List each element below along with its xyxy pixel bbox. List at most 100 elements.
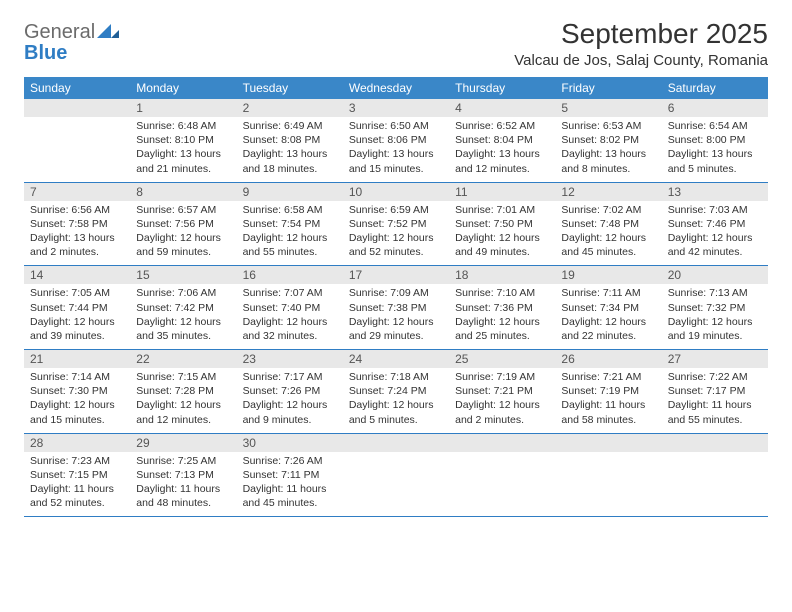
sunset-line: Sunset: 8:04 PM bbox=[455, 133, 549, 147]
daylight-line: Daylight: 12 hours and 19 minutes. bbox=[668, 315, 762, 343]
day-cell: Sunrise: 6:48 AMSunset: 8:10 PMDaylight:… bbox=[130, 117, 236, 182]
sunrise-line: Sunrise: 6:59 AM bbox=[349, 203, 443, 217]
daylight-line: Daylight: 12 hours and 32 minutes. bbox=[243, 315, 337, 343]
day-cell: Sunrise: 7:19 AMSunset: 7:21 PMDaylight:… bbox=[449, 368, 555, 433]
day-number: 17 bbox=[343, 266, 449, 285]
day-number: 20 bbox=[662, 266, 768, 285]
day-cell bbox=[662, 452, 768, 517]
sunset-line: Sunset: 7:17 PM bbox=[668, 384, 762, 398]
day-number: 5 bbox=[555, 99, 661, 117]
sunrise-line: Sunrise: 7:09 AM bbox=[349, 286, 443, 300]
day-number bbox=[662, 433, 768, 452]
daylight-line: Daylight: 12 hours and 52 minutes. bbox=[349, 231, 443, 259]
sunset-line: Sunset: 7:19 PM bbox=[561, 384, 655, 398]
daylight-line: Daylight: 12 hours and 9 minutes. bbox=[243, 398, 337, 426]
daynum-row: 282930 bbox=[24, 433, 768, 452]
day-cell: Sunrise: 6:54 AMSunset: 8:00 PMDaylight:… bbox=[662, 117, 768, 182]
day-cell: Sunrise: 7:14 AMSunset: 7:30 PMDaylight:… bbox=[24, 368, 130, 433]
sunset-line: Sunset: 7:32 PM bbox=[668, 301, 762, 315]
day-header: Tuesday bbox=[237, 77, 343, 99]
sunrise-line: Sunrise: 7:17 AM bbox=[243, 370, 337, 384]
daylight-line: Daylight: 11 hours and 58 minutes. bbox=[561, 398, 655, 426]
daylight-line: Daylight: 13 hours and 18 minutes. bbox=[243, 147, 337, 175]
sunset-line: Sunset: 8:08 PM bbox=[243, 133, 337, 147]
day-header: Sunday bbox=[24, 77, 130, 99]
day-cell bbox=[555, 452, 661, 517]
sunrise-line: Sunrise: 7:14 AM bbox=[30, 370, 124, 384]
day-cell: Sunrise: 7:10 AMSunset: 7:36 PMDaylight:… bbox=[449, 284, 555, 349]
daylight-line: Daylight: 13 hours and 8 minutes. bbox=[561, 147, 655, 175]
day-number: 14 bbox=[24, 266, 130, 285]
day-cell: Sunrise: 6:57 AMSunset: 7:56 PMDaylight:… bbox=[130, 201, 236, 266]
day-cell: Sunrise: 7:02 AMSunset: 7:48 PMDaylight:… bbox=[555, 201, 661, 266]
sunset-line: Sunset: 7:11 PM bbox=[243, 468, 337, 482]
day-cell: Sunrise: 7:15 AMSunset: 7:28 PMDaylight:… bbox=[130, 368, 236, 433]
day-number: 29 bbox=[130, 433, 236, 452]
day-number: 16 bbox=[237, 266, 343, 285]
sunrise-line: Sunrise: 6:54 AM bbox=[668, 119, 762, 133]
sunrise-line: Sunrise: 7:10 AM bbox=[455, 286, 549, 300]
day-number: 2 bbox=[237, 99, 343, 117]
sunrise-line: Sunrise: 6:52 AM bbox=[455, 119, 549, 133]
day-number: 21 bbox=[24, 350, 130, 369]
details-row: Sunrise: 6:56 AMSunset: 7:58 PMDaylight:… bbox=[24, 201, 768, 266]
sunrise-line: Sunrise: 6:56 AM bbox=[30, 203, 124, 217]
sunrise-line: Sunrise: 7:01 AM bbox=[455, 203, 549, 217]
sunset-line: Sunset: 8:06 PM bbox=[349, 133, 443, 147]
sunrise-line: Sunrise: 6:58 AM bbox=[243, 203, 337, 217]
day-cell bbox=[24, 117, 130, 182]
daylight-line: Daylight: 13 hours and 2 minutes. bbox=[30, 231, 124, 259]
sunrise-line: Sunrise: 6:49 AM bbox=[243, 119, 337, 133]
day-cell: Sunrise: 7:13 AMSunset: 7:32 PMDaylight:… bbox=[662, 284, 768, 349]
daylight-line: Daylight: 12 hours and 35 minutes. bbox=[136, 315, 230, 343]
sunset-line: Sunset: 7:38 PM bbox=[349, 301, 443, 315]
sunrise-line: Sunrise: 7:25 AM bbox=[136, 454, 230, 468]
sunrise-line: Sunrise: 7:03 AM bbox=[668, 203, 762, 217]
day-cell: Sunrise: 7:26 AMSunset: 7:11 PMDaylight:… bbox=[237, 452, 343, 517]
daynum-row: 21222324252627 bbox=[24, 350, 768, 369]
daylight-line: Daylight: 11 hours and 45 minutes. bbox=[243, 482, 337, 510]
daynum-row: 123456 bbox=[24, 99, 768, 117]
day-cell: Sunrise: 6:59 AMSunset: 7:52 PMDaylight:… bbox=[343, 201, 449, 266]
day-cell: Sunrise: 6:50 AMSunset: 8:06 PMDaylight:… bbox=[343, 117, 449, 182]
sunrise-line: Sunrise: 7:07 AM bbox=[243, 286, 337, 300]
day-number bbox=[555, 433, 661, 452]
sunrise-line: Sunrise: 7:18 AM bbox=[349, 370, 443, 384]
day-cell: Sunrise: 7:07 AMSunset: 7:40 PMDaylight:… bbox=[237, 284, 343, 349]
day-header: Saturday bbox=[662, 77, 768, 99]
sunset-line: Sunset: 7:28 PM bbox=[136, 384, 230, 398]
day-number: 8 bbox=[130, 182, 236, 201]
sunrise-line: Sunrise: 7:13 AM bbox=[668, 286, 762, 300]
day-cell: Sunrise: 6:52 AMSunset: 8:04 PMDaylight:… bbox=[449, 117, 555, 182]
sunset-line: Sunset: 7:36 PM bbox=[455, 301, 549, 315]
daylight-line: Daylight: 12 hours and 15 minutes. bbox=[30, 398, 124, 426]
daynum-row: 78910111213 bbox=[24, 182, 768, 201]
day-cell bbox=[449, 452, 555, 517]
day-cell: Sunrise: 7:05 AMSunset: 7:44 PMDaylight:… bbox=[24, 284, 130, 349]
daylight-line: Daylight: 13 hours and 5 minutes. bbox=[668, 147, 762, 175]
day-cell: Sunrise: 7:06 AMSunset: 7:42 PMDaylight:… bbox=[130, 284, 236, 349]
sunset-line: Sunset: 7:52 PM bbox=[349, 217, 443, 231]
details-row: Sunrise: 7:23 AMSunset: 7:15 PMDaylight:… bbox=[24, 452, 768, 517]
logo-word2: Blue bbox=[24, 42, 67, 64]
daylight-line: Daylight: 12 hours and 5 minutes. bbox=[349, 398, 443, 426]
day-header: Friday bbox=[555, 77, 661, 99]
sunrise-line: Sunrise: 7:06 AM bbox=[136, 286, 230, 300]
sunset-line: Sunset: 7:15 PM bbox=[30, 468, 124, 482]
daylight-line: Daylight: 12 hours and 29 minutes. bbox=[349, 315, 443, 343]
daylight-line: Daylight: 11 hours and 48 minutes. bbox=[136, 482, 230, 510]
day-number: 27 bbox=[662, 350, 768, 369]
day-header-row: SundayMondayTuesdayWednesdayThursdayFrid… bbox=[24, 77, 768, 99]
sunset-line: Sunset: 7:46 PM bbox=[668, 217, 762, 231]
day-number: 26 bbox=[555, 350, 661, 369]
day-number: 9 bbox=[237, 182, 343, 201]
day-cell: Sunrise: 6:58 AMSunset: 7:54 PMDaylight:… bbox=[237, 201, 343, 266]
daylight-line: Daylight: 12 hours and 25 minutes. bbox=[455, 315, 549, 343]
day-cell: Sunrise: 7:17 AMSunset: 7:26 PMDaylight:… bbox=[237, 368, 343, 433]
day-cell: Sunrise: 7:01 AMSunset: 7:50 PMDaylight:… bbox=[449, 201, 555, 266]
day-cell: Sunrise: 7:21 AMSunset: 7:19 PMDaylight:… bbox=[555, 368, 661, 433]
sunset-line: Sunset: 7:26 PM bbox=[243, 384, 337, 398]
day-number: 30 bbox=[237, 433, 343, 452]
day-number: 12 bbox=[555, 182, 661, 201]
sunrise-line: Sunrise: 6:53 AM bbox=[561, 119, 655, 133]
